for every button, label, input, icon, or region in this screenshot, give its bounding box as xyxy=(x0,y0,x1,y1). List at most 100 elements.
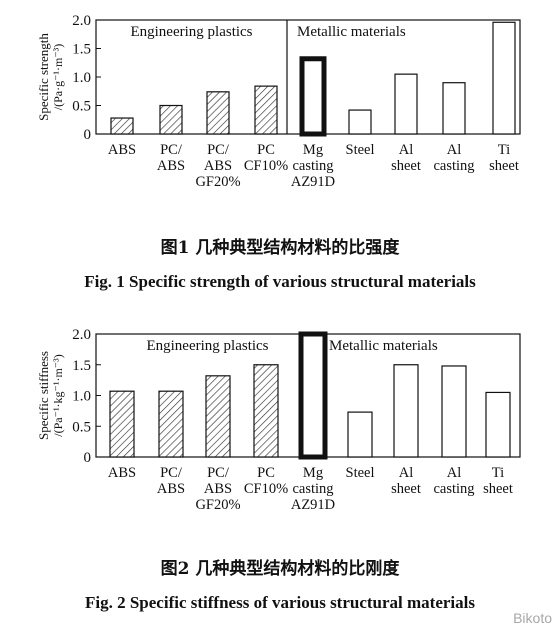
bar-4 xyxy=(298,331,328,460)
category-label-line: sheet xyxy=(483,481,513,497)
category-label-line: Ti xyxy=(498,142,510,158)
category-label-3: PC CF10% xyxy=(244,465,288,497)
y-axis-label-line-1: Specific stiffness xyxy=(36,351,51,440)
category-label-3: PC CF10% xyxy=(244,142,288,174)
category-label-line: casting xyxy=(433,158,474,174)
category-label-4: Mg casting AZ91D xyxy=(291,465,335,513)
y-tick-label: 0.5 xyxy=(72,99,91,115)
category-label-line: AZ91D xyxy=(291,497,335,513)
bar-1 xyxy=(158,390,184,458)
figure-1-caption-chinese: 图1 几种典型结构材料的比强度 xyxy=(160,238,400,258)
category-label-1: PC/ABS xyxy=(157,465,185,497)
category-label-line: PC xyxy=(257,142,275,158)
bar-7 xyxy=(441,365,467,458)
bar-2 xyxy=(205,375,231,458)
category-label-line: Steel xyxy=(346,465,375,481)
y-axis-label-line-1: Specific strength xyxy=(36,33,51,121)
category-label-8: Ti sheet xyxy=(483,465,513,497)
category-label-line: Al xyxy=(447,465,462,481)
y-tick-label: 1.0 xyxy=(72,389,91,405)
category-label-0: ABS xyxy=(108,465,136,481)
group-label-metallic-materials: Metallic materials xyxy=(297,24,406,40)
category-label-line: Al xyxy=(399,142,414,158)
bar-3 xyxy=(254,85,278,135)
category-label-line: Mg xyxy=(303,465,323,481)
y-axis-label: Specific stiffness/(Pa⁻¹·kg⁻¹·m⁻³) xyxy=(36,351,65,440)
category-label-line: GF20% xyxy=(195,497,240,513)
category-label-line: ABS xyxy=(157,158,185,174)
category-label-6: Al sheet xyxy=(391,465,421,497)
bar-6 xyxy=(394,73,418,135)
category-label-2: PC/ABS GF20% xyxy=(195,465,240,513)
category-label-line: Steel xyxy=(346,142,375,158)
bar-8 xyxy=(492,21,516,135)
figure-1: 0 0.5 1.0 1.5 2.0 Specific strength/(Pa·g⁻¹·m… xyxy=(0,0,560,300)
category-label-line: Mg xyxy=(303,142,323,158)
category-label-line: ABS xyxy=(204,158,232,174)
category-label-line: Al xyxy=(399,465,414,481)
y-tick-label: 2.0 xyxy=(72,13,91,29)
category-label-6: Al sheet xyxy=(391,142,421,174)
category-label-1: PC/ABS xyxy=(157,142,185,174)
category-label-line: ABS xyxy=(157,481,185,497)
category-label-5: Steel xyxy=(346,142,375,158)
category-label-0: ABS xyxy=(108,142,136,158)
bar-4 xyxy=(299,56,327,137)
category-label-line: sheet xyxy=(489,158,519,174)
bar-6 xyxy=(393,364,419,458)
watermark-logo: Bikoto xyxy=(513,610,552,626)
y-axis-label: Specific strength/(Pa·g⁻¹·m⁻³) xyxy=(36,33,65,121)
category-label-line: ABS xyxy=(204,481,232,497)
bar-8 xyxy=(485,391,511,458)
figure-2-caption-english: Fig. 2 Specific stiffness of various str… xyxy=(85,593,475,612)
category-label-line: Al xyxy=(447,142,462,158)
category-label-line: PC/ xyxy=(207,465,230,481)
category-label-line: casting xyxy=(292,481,333,497)
category-label-line: AZ91D xyxy=(291,174,335,190)
category-label-line: CF10% xyxy=(244,481,288,497)
group-label-engineering-plastics: Engineering plastics xyxy=(130,24,252,40)
bar-5 xyxy=(348,109,372,135)
y-tick-label: 1.0 xyxy=(72,70,91,86)
category-label-line: Ti xyxy=(492,465,504,481)
bar-5 xyxy=(347,411,373,458)
category-label-line: sheet xyxy=(391,158,421,174)
category-label-5: Steel xyxy=(346,465,375,481)
group-label-engineering-plastics: Engineering plastics xyxy=(146,338,268,354)
y-tick-label: 2.0 xyxy=(72,327,91,343)
category-label-8: Ti sheet xyxy=(489,142,519,174)
bar-0 xyxy=(110,117,134,135)
category-label-line: PC xyxy=(257,465,275,481)
figure-2: 0 0.5 1.0 1.5 2.0 Specific stiffness/(Pa⁻¹·kg… xyxy=(0,318,560,634)
bar-3 xyxy=(253,364,279,458)
bar-7 xyxy=(442,82,466,135)
chart-2-specific-stiffness: 0 0.5 1.0 1.5 2.0 Specific stiffness/(Pa⁻¹·kg… xyxy=(36,327,521,513)
y-tick-label: 0.5 xyxy=(72,419,91,435)
category-label-line: ABS xyxy=(108,465,136,481)
category-label-line: sheet xyxy=(391,481,421,497)
chart-1-specific-strength: 0 0.5 1.0 1.5 2.0 Specific strength/(Pa·g⁻¹·m… xyxy=(36,13,521,190)
category-label-7: Al casting xyxy=(433,142,474,174)
category-label-line: ABS xyxy=(108,142,136,158)
bar-1 xyxy=(159,104,183,135)
category-label-2: PC/ABS GF20% xyxy=(195,142,240,190)
category-label-line: PC/ xyxy=(160,465,183,481)
figure-1-caption-english: Fig. 1 Specific strength of various stru… xyxy=(84,272,476,291)
y-tick-label: 1.5 xyxy=(72,358,91,374)
y-axis-label-line-2: /(Pa⁻¹·kg⁻¹·m⁻³) xyxy=(51,354,65,436)
y-tick-label: 0 xyxy=(84,127,92,143)
category-label-7: Al casting xyxy=(433,465,474,497)
category-label-line: GF20% xyxy=(195,174,240,190)
bar-0 xyxy=(109,390,135,458)
category-label-line: CF10% xyxy=(244,158,288,174)
category-label-line: PC/ xyxy=(207,142,230,158)
category-label-4: Mg casting AZ91D xyxy=(291,142,335,190)
category-label-line: casting xyxy=(433,481,474,497)
category-label-line: casting xyxy=(292,158,333,174)
group-label-metallic-materials: Metallic materials xyxy=(329,338,438,354)
y-axis-label-line-2: /(Pa·g⁻¹·m⁻³) xyxy=(51,44,65,111)
category-label-line: PC/ xyxy=(160,142,183,158)
y-tick-label: 0 xyxy=(84,450,92,466)
y-tick-label: 1.5 xyxy=(72,42,91,58)
figure-2-caption-chinese: 图2 几种典型结构材料的比刚度 xyxy=(160,559,400,579)
